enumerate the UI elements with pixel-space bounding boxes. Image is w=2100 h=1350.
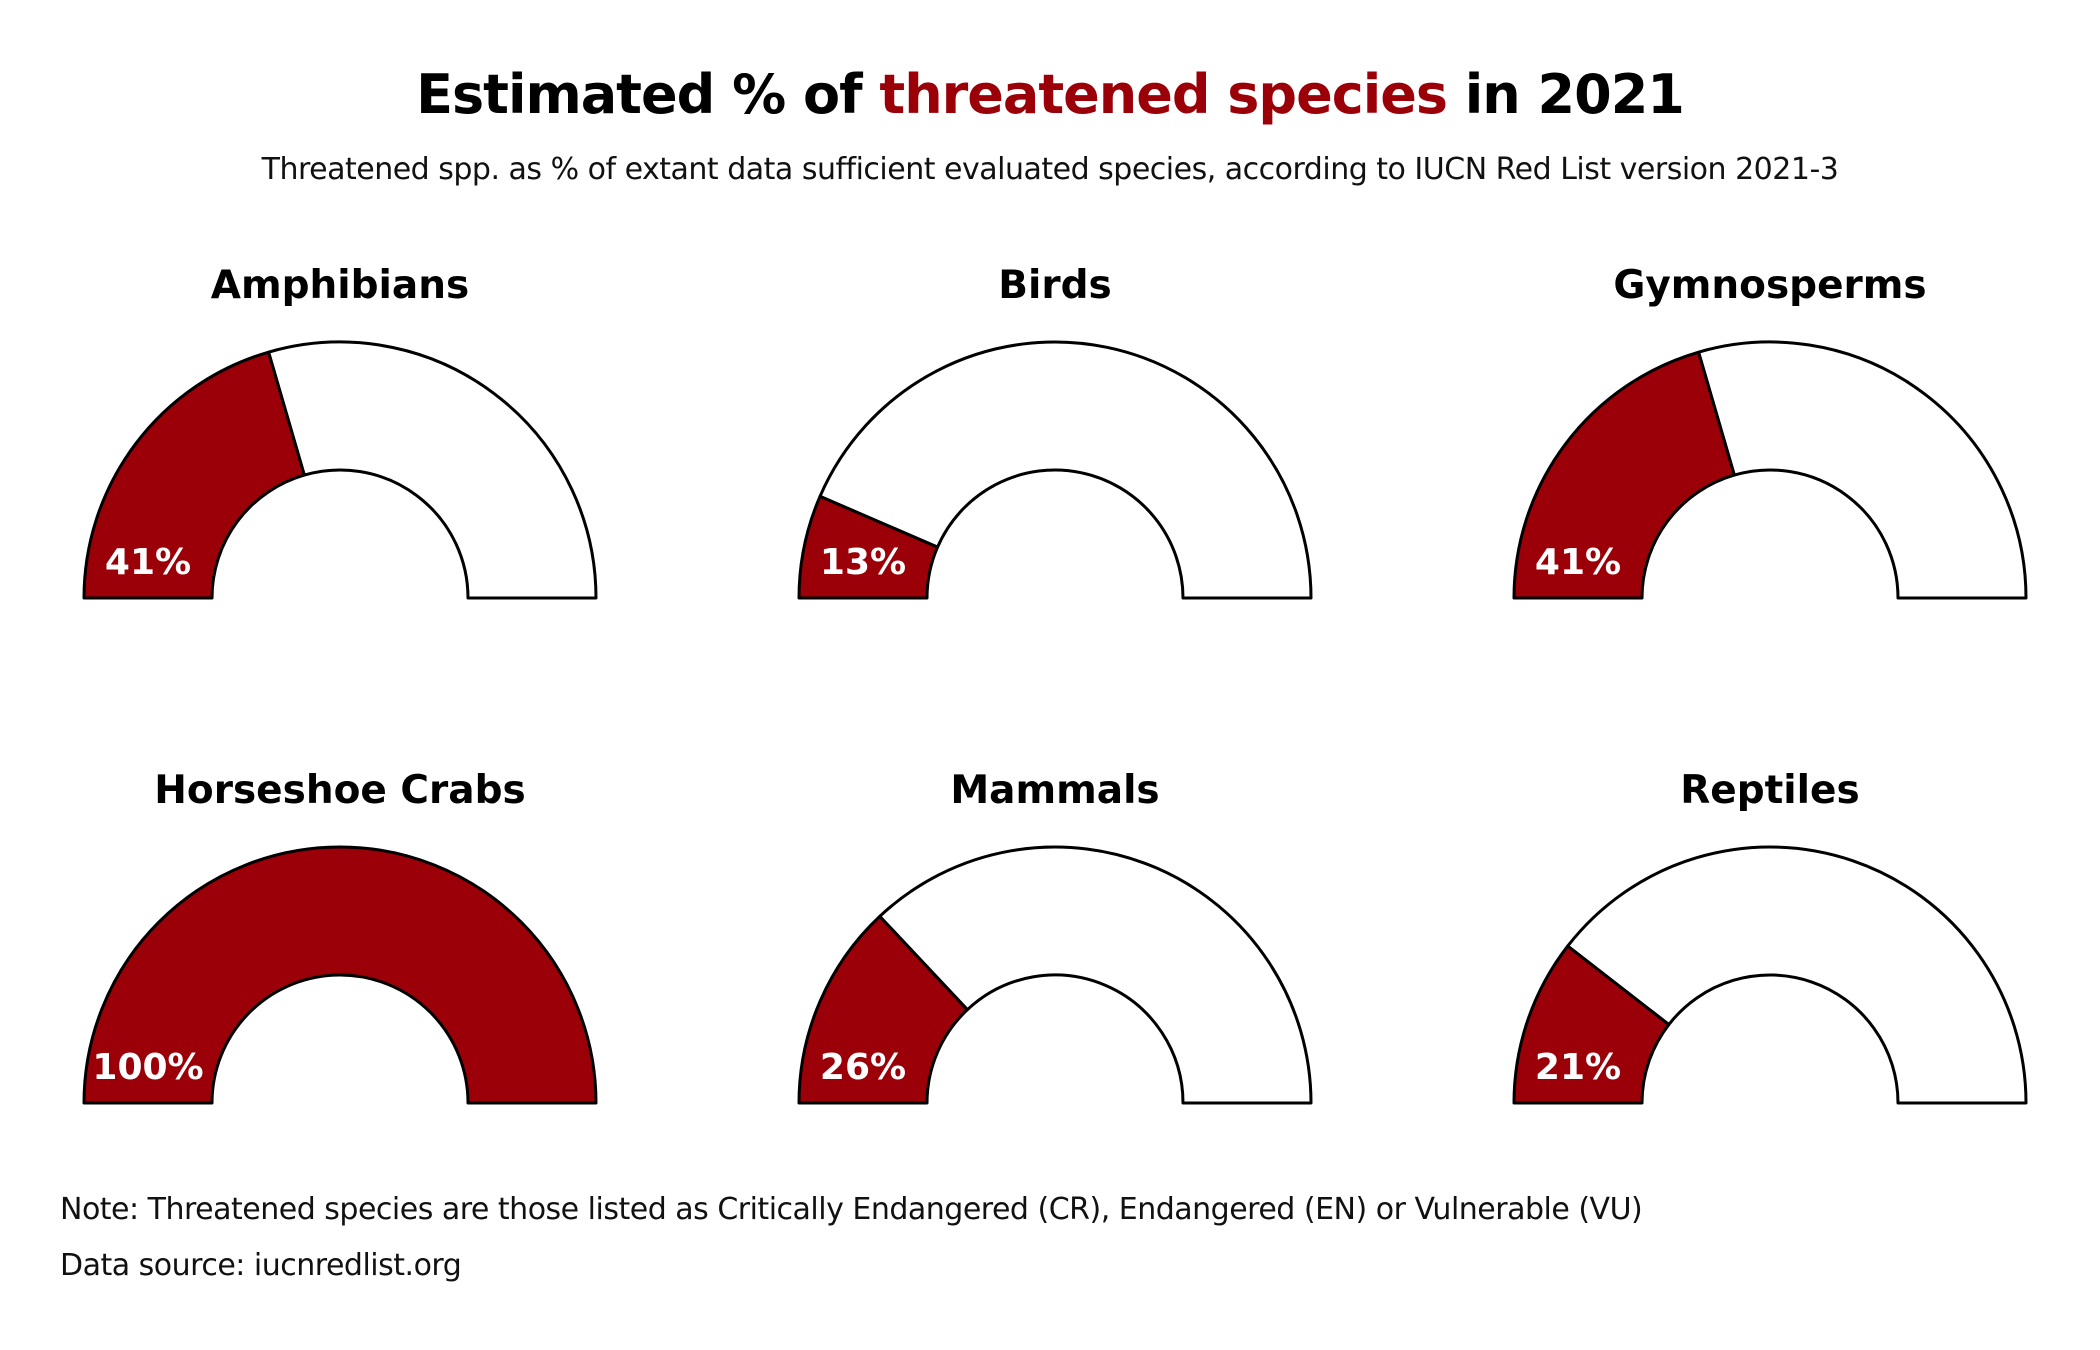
gauge-threatened-horseshoe-crabs — [82, 845, 598, 1105]
title-highlight: threatened species — [879, 63, 1448, 126]
gauge-title-birds: Birds — [998, 263, 1111, 308]
title-before: Estimated % of — [416, 63, 880, 126]
gauge-remaining-amphibians — [267, 340, 598, 600]
gauge-threatened-birds — [797, 494, 940, 600]
gauge-value-mammals: 26% — [820, 1047, 906, 1088]
data-source: Data source: iucnredlist.org — [60, 1248, 462, 1283]
footnote: Note: Threatened species are those liste… — [60, 1192, 1643, 1227]
gauge-gymnosperms: Gymnosperms 41% — [1512, 263, 2028, 600]
gauge-mammals: Mammals 26% — [797, 768, 1313, 1105]
gauge-threatened-amphibians — [82, 350, 306, 600]
gauge-threatened-mammals — [797, 914, 969, 1105]
gauge-reptiles: Reptiles 21% — [1512, 768, 2028, 1105]
chart-subtitle: Threatened spp. as % of extant data suff… — [261, 152, 1839, 187]
gauge-threatened-reptiles — [1512, 944, 1671, 1105]
gauge-title-gymnosperms: Gymnosperms — [1613, 263, 1926, 308]
gauge-threatened-gymnosperms — [1512, 350, 1736, 600]
gauge-horseshoe-crabs: Horseshoe Crabs 100% — [82, 768, 598, 1105]
gauge-remaining-mammals — [878, 845, 1313, 1105]
gauge-value-horseshoe-crabs: 100% — [92, 1047, 203, 1088]
gauge-remaining-birds — [818, 340, 1313, 600]
gauge-amphibians: Amphibians 41% — [82, 263, 598, 600]
gauge-remaining-reptiles — [1566, 845, 2028, 1105]
gauge-title-reptiles: Reptiles — [1680, 768, 1859, 813]
gauge-value-gymnosperms: 41% — [1535, 542, 1621, 583]
title-after: in 2021 — [1447, 63, 1685, 126]
gauge-title-amphibians: Amphibians — [211, 263, 469, 308]
gauge-value-amphibians: 41% — [105, 542, 191, 583]
gauge-title-mammals: Mammals — [950, 768, 1159, 813]
chart-title: Estimated % of threatened species in 202… — [0, 60, 2100, 130]
gauge-remaining-gymnosperms — [1697, 340, 2028, 600]
gauge-birds: Birds 13% — [797, 263, 1313, 600]
gauge-value-reptiles: 21% — [1535, 1047, 1621, 1088]
gauge-title-horseshoe-crabs: Horseshoe Crabs — [154, 768, 525, 813]
gauge-value-birds: 13% — [820, 542, 906, 583]
